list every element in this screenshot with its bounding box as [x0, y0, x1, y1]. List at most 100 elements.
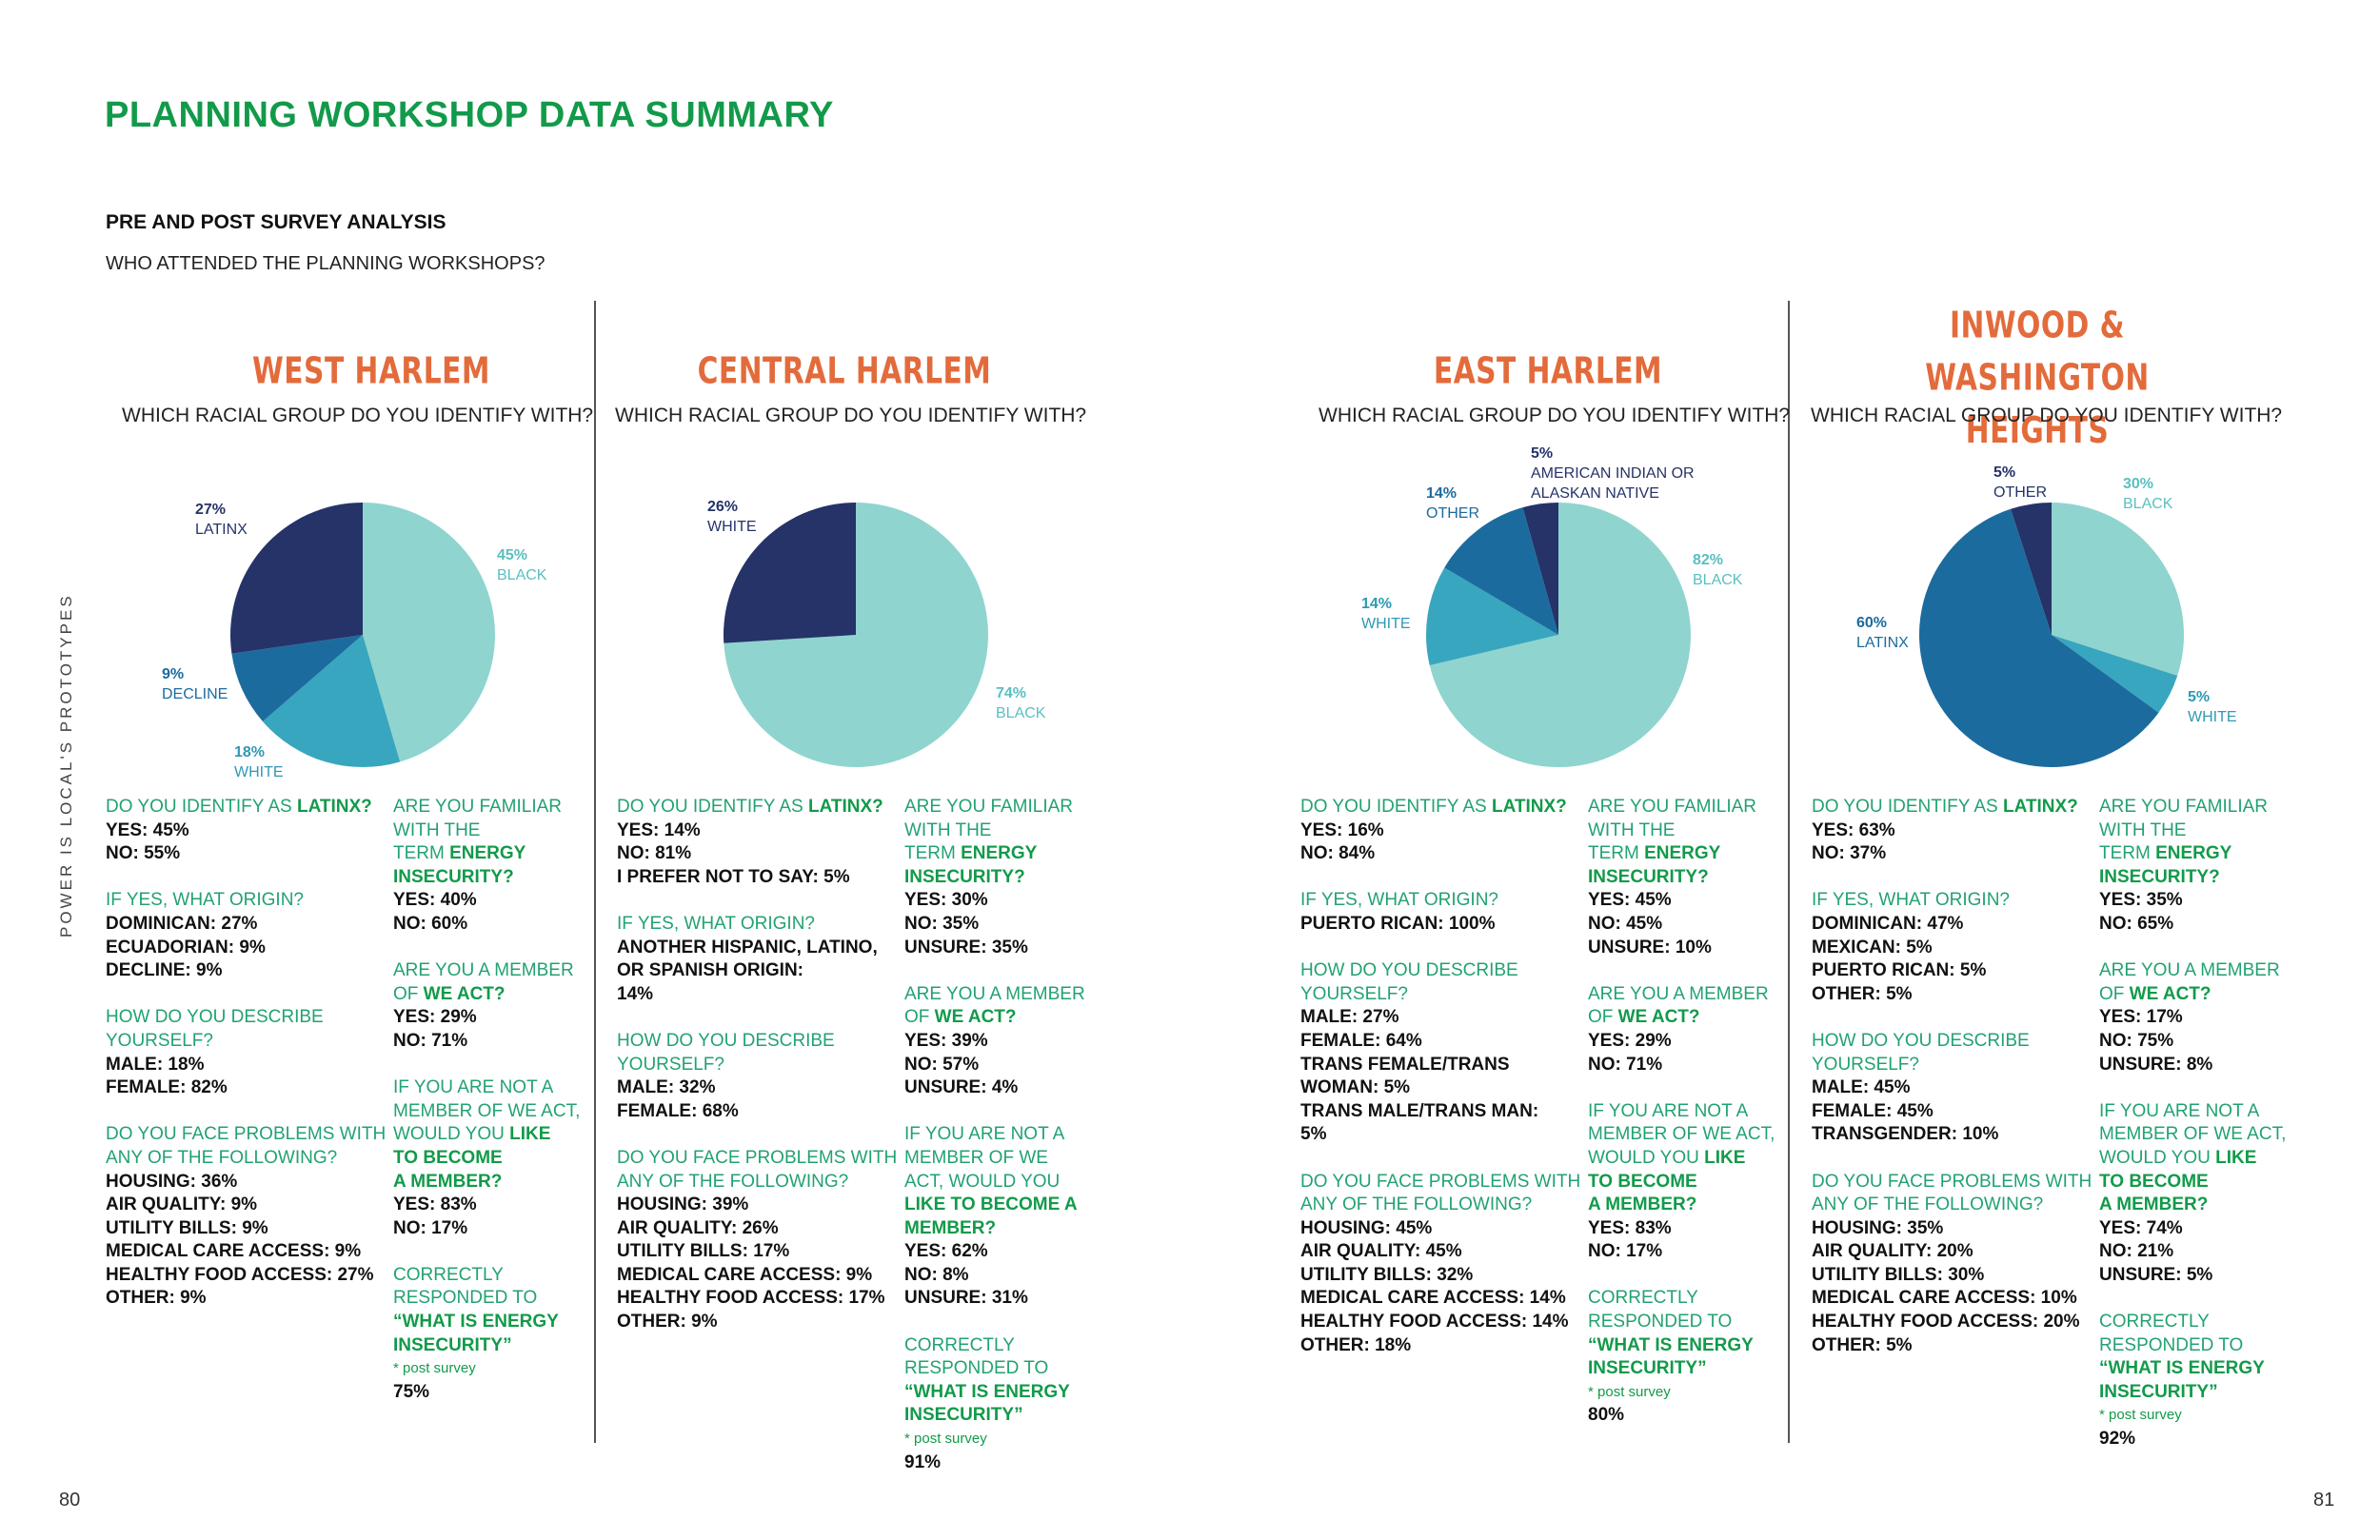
survey-answer: UNSURE: 5% — [2099, 1264, 2213, 1285]
pie-slice-black — [1429, 503, 1691, 767]
survey-question-text: IF YOU ARE NOT A — [1588, 1100, 1749, 1121]
page-number-left: 80 — [59, 1490, 81, 1510]
survey-question-text: WITH THE — [904, 819, 992, 840]
survey-question-keyword: “WHAT IS ENERGY — [1588, 1334, 1754, 1355]
page-title: PLANNING WORKSHOP DATA SUMMARY — [105, 95, 834, 135]
pie-question: WHICH RACIAL GROUP DO YOU IDENTIFY WITH? — [615, 405, 1087, 426]
survey-question-text: CORRECTLY — [1588, 1288, 1698, 1309]
survey-block: HOW DO YOU DESCRIBE YOURSELF? MALE: 18% FEM… — [106, 1006, 391, 1099]
pie-label-pct: 5% — [2188, 689, 2211, 705]
survey-answer: ECUADORIAN: 9% — [106, 937, 266, 958]
region-title-east-harlem: EAST HARLEM — [1433, 349, 1663, 392]
survey-answer: NO: 55% — [106, 843, 181, 864]
pie-label-name: WHITE — [707, 519, 757, 535]
survey-question-text: DO YOU FACE PROBLEMS WITH — [617, 1147, 898, 1168]
survey-question-text: RESPONDED TO — [1588, 1312, 1733, 1333]
survey-block: ARE YOU FAMILIAR WITH THE TERM ENERGY INSEC… — [2099, 796, 2290, 937]
survey-question-text: ARE YOU FAMILIAR — [1588, 797, 1757, 817]
survey-question: DO YOU FACE PROBLEMS WITH ANY OF THE FOLL… — [106, 1123, 391, 1170]
survey-block: CORRECTLY RESPONDED TO “WHAT IS ENERGY INSE… — [1588, 1287, 1778, 1428]
survey-answer: NO: 57% — [904, 1054, 980, 1075]
survey-question: HOW DO YOU DESCRIBE YOURSELF? — [106, 1006, 391, 1053]
survey-answer: YES: 40% — [393, 890, 477, 911]
survey-question-text: DO YOU FACE PROBLEMS WITH — [1300, 1171, 1581, 1192]
survey-question-keyword: INSECURITY” — [904, 1405, 1023, 1426]
survey-question-keyword: LIKE TO BECOME A — [904, 1194, 1078, 1215]
survey-question-keyword: ENERGY — [1644, 843, 1721, 864]
survey-answer: DECLINE: 9% — [106, 960, 223, 981]
survey-note: * post survey — [2099, 1407, 2182, 1424]
survey-block: IF YOU ARE NOT A MEMBER OF WE ACT, WOULD Y… — [2099, 1100, 2290, 1288]
side-label-text: POWER IS LOCAL'S PROTOTYPES — [57, 593, 75, 938]
pie-label: 14% WHITE — [1361, 594, 1411, 634]
pie-slice-latinx — [230, 503, 363, 654]
survey-question-text: DO YOU FACE PROBLEMS WITH — [1812, 1171, 2092, 1192]
survey-question: IF YOU ARE NOT A MEMBER OF WE ACT, WOULD Y… — [1588, 1100, 1778, 1217]
survey-column: DO YOU IDENTIFY AS LATINX? YES: 16% NO: 84… — [1300, 796, 1586, 1357]
pie-slice-white — [2052, 635, 2178, 713]
survey-question-text: ARE YOU A MEMBER — [393, 960, 574, 981]
survey-block: HOW DO YOU DESCRIBE YOURSELF? MALE: 27% FEM… — [1300, 959, 1586, 1147]
survey-question-text: TERM — [1588, 843, 1645, 864]
survey-question: IF YOU ARE NOT A MEMBER OF WE ACT, WOULD Y… — [393, 1076, 584, 1194]
survey-question-keyword: WE ACT? — [423, 983, 506, 1004]
survey-question-text: MEMBER OF WE ACT, — [393, 1100, 581, 1121]
pie-slice-other — [1444, 507, 1558, 635]
survey-answer: YES: 29% — [393, 1007, 477, 1028]
survey-question-text: YOURSELF? — [1300, 983, 1408, 1004]
survey-question-keyword: “WHAT IS ENERGY — [904, 1381, 1070, 1402]
pie-slice-white — [262, 635, 401, 767]
survey-question-text: TERM — [904, 843, 962, 864]
spacer — [904, 959, 1104, 983]
survey-answer: YES: 74% — [2099, 1217, 2183, 1238]
survey-question: DO YOU FACE PROBLEMS WITH ANY OF THE FOLL… — [1812, 1171, 2097, 1217]
survey-question-keyword: TO BECOME — [393, 1147, 503, 1168]
pie-label-name: BLACK — [497, 567, 547, 583]
survey-question-text: DO YOU IDENTIFY AS — [106, 797, 297, 817]
pie-slice-black — [2052, 503, 2184, 676]
survey-question-text: ANY OF THE FOLLOWING? — [617, 1171, 849, 1192]
pie-label-name: WHITE — [1361, 616, 1411, 632]
survey-answer: UNSURE: 31% — [904, 1288, 1028, 1309]
survey-block: CORRECTLY RESPONDED TO “WHAT IS ENERGY INSE… — [393, 1264, 584, 1405]
survey-question-text: WOULD YOU — [393, 1124, 510, 1145]
survey-answer: TRANSGENDER: 10% — [1812, 1124, 1999, 1145]
pie-label: 27% LATINX — [195, 500, 248, 540]
survey-answer: MEDICAL CARE ACCESS: 9% — [106, 1241, 362, 1262]
spacer — [393, 937, 584, 960]
survey-answer: UTILITY BILLS: 17% — [617, 1241, 790, 1262]
survey-answer: HOUSING: 45% — [1300, 1217, 1433, 1238]
survey-question: CORRECTLY RESPONDED TO “WHAT IS ENERGY INSE… — [2099, 1311, 2290, 1404]
section-subtitle: PRE AND POST SURVEY ANALYSIS — [106, 211, 446, 233]
pie-question: WHICH RACIAL GROUP DO YOU IDENTIFY WITH? — [122, 405, 594, 426]
survey-answer: HEALTHY FOOD ACCESS: 27% — [106, 1264, 374, 1285]
survey-answer: OR SPANISH ORIGIN: — [617, 960, 803, 981]
survey-question-text: IF YES, WHAT ORIGIN? — [106, 890, 304, 911]
survey-answer: MALE: 18% — [106, 1054, 205, 1075]
survey-question: ARE YOU A MEMBER OF WE ACT? — [2099, 959, 2290, 1006]
pie-slice-black — [363, 503, 496, 762]
pie-label: 26% WHITE — [707, 497, 757, 537]
survey-block: DO YOU FACE PROBLEMS WITH ANY OF THE FOLL… — [1812, 1171, 2097, 1358]
survey-question-text: ARE YOU FAMILIAR — [904, 797, 1074, 817]
survey-block: ARE YOU FAMILIAR WITH THE TERM ENERGY INSEC… — [1588, 796, 1778, 959]
survey-answer: HEALTHY FOOD ACCESS: 20% — [1812, 1312, 2080, 1333]
pie-label-pct: 27% — [195, 502, 227, 518]
pie-label-pct: 26% — [707, 499, 739, 515]
pie-label-name: DECLINE — [162, 686, 228, 702]
pie-label: 5% WHITE — [2188, 687, 2237, 727]
survey-block: DO YOU IDENTIFY AS LATINX? YES: 63% NO: 37… — [1812, 796, 2097, 866]
survey-answer: 75% — [393, 1381, 430, 1402]
survey-question-text: MEMBER OF WE ACT, — [1588, 1124, 1775, 1145]
survey-question-text: ANY OF THE FOLLOWING? — [1812, 1194, 2044, 1215]
survey-question: IF YOU ARE NOT A MEMBER OF WE ACT, WOULD Y… — [2099, 1100, 2290, 1217]
survey-question: HOW DO YOU DESCRIBE YOURSELF? — [1300, 959, 1586, 1006]
survey-block: HOW DO YOU DESCRIBE YOURSELF? MALE: 45% FEM… — [1812, 1030, 2097, 1147]
survey-question: ARE YOU A MEMBER OF WE ACT? — [393, 959, 584, 1006]
survey-block: CORRECTLY RESPONDED TO “WHAT IS ENERGY INSE… — [2099, 1311, 2290, 1451]
survey-question: IF YES, WHAT ORIGIN? — [617, 913, 902, 937]
survey-block: HOW DO YOU DESCRIBE YOURSELF? MALE: 32% FEM… — [617, 1030, 902, 1123]
survey-question: DO YOU IDENTIFY AS LATINX? — [1300, 796, 1586, 819]
survey-question-text: YOURSELF? — [617, 1054, 724, 1075]
survey-question-text: TERM — [2099, 843, 2156, 864]
